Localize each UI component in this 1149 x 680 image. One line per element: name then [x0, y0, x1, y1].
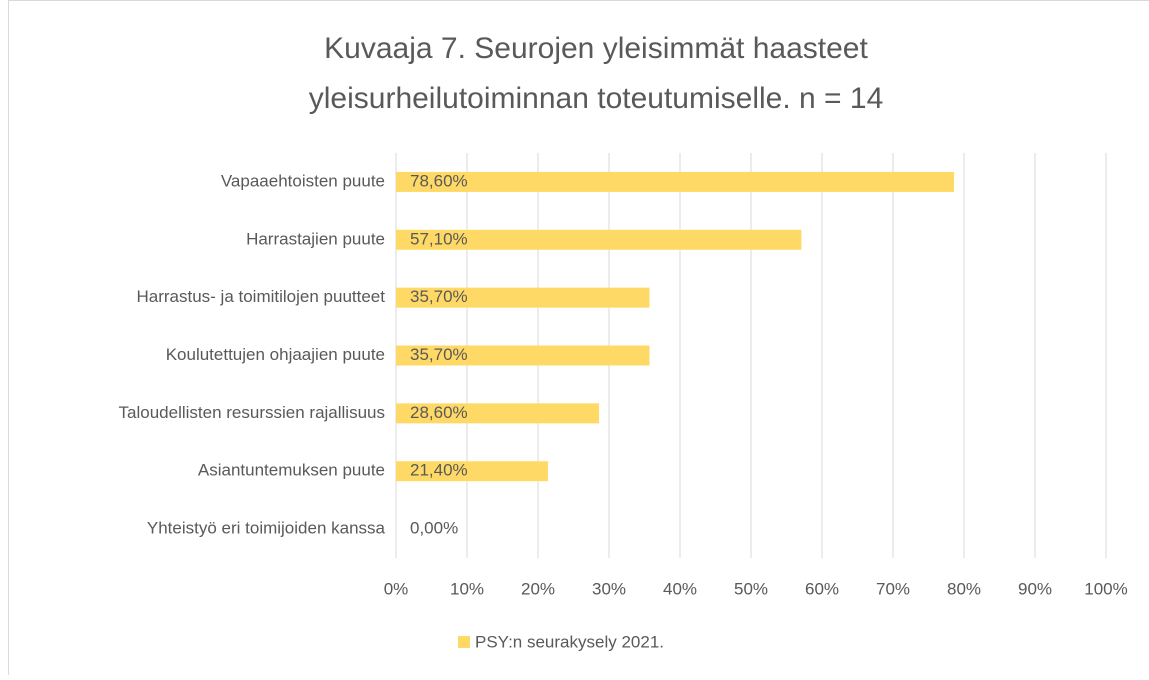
y-tick-label: Yhteistyö eri toimijoiden kanssa: [147, 519, 386, 538]
data-label: 57,10%: [410, 229, 468, 248]
data-label: 0,00%: [410, 519, 458, 538]
chart-title: Kuvaaja 7. Seurojen yleisimmät haasteet: [324, 32, 868, 65]
x-tick-label: 80%: [947, 579, 981, 598]
y-tick-label: Harrastajien puute: [246, 229, 385, 248]
y-tick-label: Taloudellisten resurssien rajallisuus: [119, 403, 385, 422]
data-label: 28,60%: [410, 403, 468, 422]
x-tick-label: 10%: [450, 579, 484, 598]
data-label: 21,40%: [410, 461, 468, 480]
data-label: 35,70%: [410, 287, 468, 306]
x-tick-label: 90%: [1018, 579, 1052, 598]
bar: [396, 172, 954, 192]
y-tick-label: Asiantuntemuksen puute: [198, 461, 385, 480]
x-tick-label: 60%: [805, 579, 839, 598]
data-label: 35,70%: [410, 345, 468, 364]
x-tick-label: 70%: [876, 579, 910, 598]
data-label: 78,60%: [410, 171, 468, 190]
y-tick-label: Harrastus- ja toimitilojen puutteet: [136, 287, 385, 306]
y-tick-label: Koulutettujen ohjaajien puute: [166, 345, 385, 364]
x-tick-label: 50%: [734, 579, 768, 598]
x-tick-label: 0%: [384, 579, 409, 598]
x-tick-label: 100%: [1084, 579, 1127, 598]
chart-title: yleisurheilutoiminnan toteutumiselle. n …: [309, 82, 884, 115]
y-tick-label: Vapaaehtoisten puute: [221, 171, 385, 190]
x-tick-label: 40%: [663, 579, 697, 598]
legend-swatch: [458, 636, 470, 648]
x-tick-label: 20%: [521, 579, 555, 598]
x-tick-label: 30%: [592, 579, 626, 598]
legend-label: PSY:n seurakysely 2021.: [475, 632, 664, 651]
